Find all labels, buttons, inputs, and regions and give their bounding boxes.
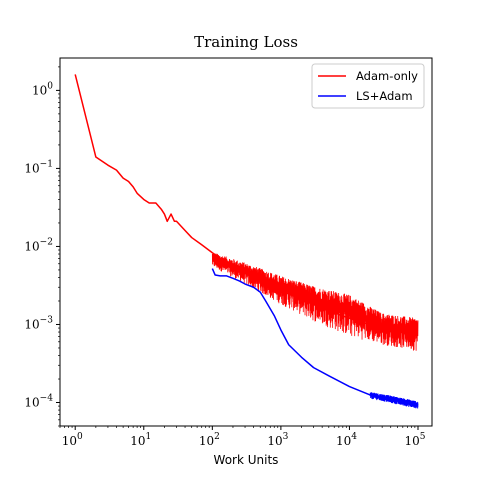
y-axis-ticks: 100 10−1 10−2 10−3 10−4: [24, 66, 60, 427]
legend-label-adam-only: Adam-only: [356, 69, 418, 83]
y-tick-label: 10−4: [24, 394, 53, 410]
y-tick-label: 10−2: [24, 237, 53, 253]
series-layer: [74, 74, 419, 409]
series-line-ls-adam: [211, 268, 419, 407]
x-tick-label: 100: [62, 432, 83, 448]
x-tick-label: 101: [130, 432, 151, 448]
legend-label-ls-adam: LS+Adam: [356, 89, 413, 103]
x-tick-label: 103: [267, 432, 288, 448]
y-tick-label: 10−3: [24, 315, 53, 331]
y-tick-label: 10−1: [24, 159, 53, 175]
legend: Adam-only LS+Adam: [311, 63, 425, 109]
x-axis-label: Work Units: [214, 453, 279, 467]
y-tick-label: 100: [32, 81, 53, 97]
chart-title: Training Loss: [194, 33, 298, 51]
legend-box: [311, 63, 425, 109]
axes-frame: [59, 57, 433, 427]
x-axis-ticks: 100 101 102 103 104 105: [59, 426, 426, 448]
series-line-adam-only: [74, 74, 419, 332]
x-tick-label: 102: [199, 432, 220, 448]
x-tick-label: 105: [404, 432, 425, 448]
plot-area: 100 101 102 103 104 105 100 10−1 10−2 10−3 10−4: [24, 57, 433, 448]
x-tick-label: 104: [336, 432, 357, 448]
